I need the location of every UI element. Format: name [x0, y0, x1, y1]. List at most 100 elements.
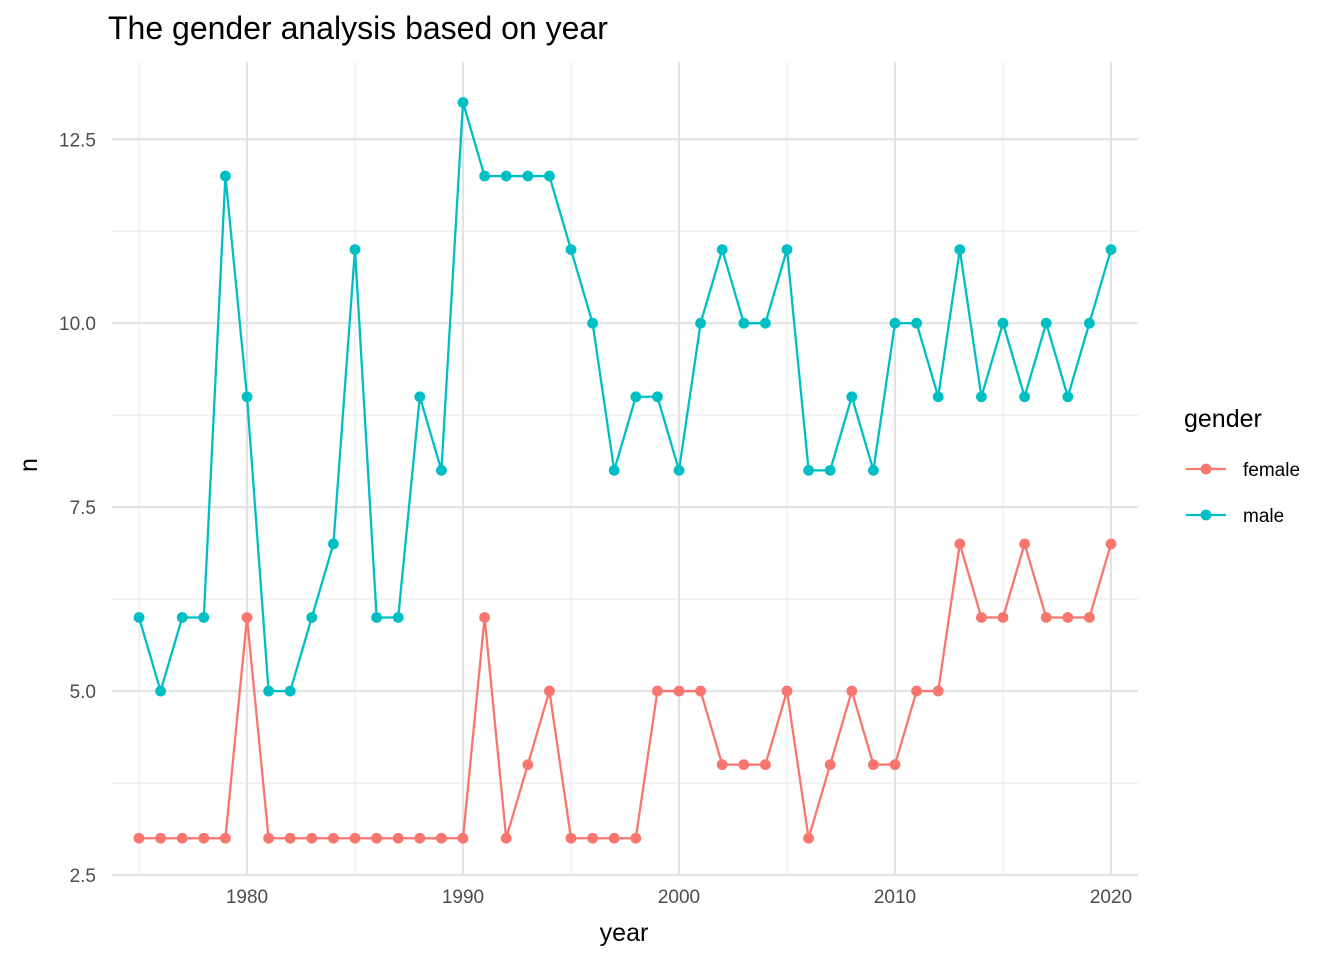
data-point-male [954, 244, 966, 256]
data-point-male [544, 170, 555, 182]
data-point-male [716, 244, 728, 256]
data-point-female [436, 832, 447, 844]
data-point-male [457, 97, 469, 108]
data-point-male [220, 170, 231, 182]
legend-items: female male [1186, 460, 1300, 527]
data-point-female [241, 612, 253, 623]
data-point-male [349, 244, 361, 256]
data-point-female [889, 759, 901, 771]
data-point-male [263, 685, 274, 697]
x-tick-label: 2010 [874, 887, 916, 908]
data-point-male [673, 464, 685, 476]
y-axis-title: n [15, 458, 43, 472]
data-point-female [155, 832, 167, 844]
x-tick-label: 1980 [226, 887, 268, 908]
data-point-female [846, 685, 858, 697]
data-point-male [1084, 317, 1095, 329]
data-point-male [608, 464, 620, 476]
data-point-female [868, 759, 879, 771]
data-point-female [500, 832, 512, 844]
data-point-male [738, 317, 750, 329]
data-point-male [760, 317, 771, 329]
data-point-female [306, 832, 318, 844]
data-point-female [1105, 538, 1117, 550]
data-point-female [997, 612, 1009, 623]
data-point-male [932, 391, 944, 403]
data-point-female [1062, 612, 1074, 623]
data-point-male [781, 244, 793, 256]
data-point-female [565, 832, 577, 844]
series-male [133, 97, 1117, 697]
data-point-female [932, 685, 944, 697]
data-point-male [824, 464, 836, 476]
data-point-male [911, 317, 922, 329]
data-point-male [997, 317, 1009, 329]
data-point-male [306, 612, 318, 623]
series-line-female [139, 542, 1113, 840]
data-point-female [716, 759, 728, 771]
data-point-male [155, 685, 167, 697]
data-point-male [695, 317, 706, 329]
data-point-female [738, 759, 750, 771]
data-point-male [1105, 244, 1117, 256]
data-point-female [457, 832, 469, 844]
data-point-male [176, 612, 188, 623]
data-point-female [263, 832, 274, 844]
data-point-female [133, 832, 145, 844]
chart-title: The gender analysis based on year [108, 10, 608, 46]
legend-item-male: male [1186, 506, 1284, 527]
data-point-male [241, 391, 253, 403]
legend: gender female male [1184, 405, 1300, 527]
data-point-male [868, 464, 879, 476]
data-point-female [608, 832, 620, 844]
grid [112, 62, 1138, 877]
y-tick-label: 5.0 [70, 682, 96, 703]
data-point-male [500, 170, 512, 182]
x-axis-title: year [600, 919, 649, 947]
series-female [133, 538, 1117, 844]
data-point-female [176, 832, 188, 844]
data-point-female [544, 685, 555, 697]
data-point-female [976, 612, 987, 623]
data-point-male [652, 391, 663, 403]
data-point-female [911, 685, 922, 697]
axis-ticks: 1980 1990 2000 2010 2020 2.5 5.0 7.5 10.0 12.5 [59, 130, 1132, 908]
data-point-female [1019, 538, 1030, 550]
x-tick-label: 1990 [442, 887, 484, 908]
data-point-female [803, 832, 814, 844]
series-line-male [137, 101, 1113, 693]
data-point-female [781, 685, 793, 697]
data-point-female [371, 832, 382, 844]
data-point-male [803, 464, 814, 476]
data-point-female [587, 832, 598, 844]
data-point-male [328, 538, 339, 550]
data-point-male [976, 391, 987, 403]
data-point-male [198, 612, 210, 623]
data-point-male [889, 317, 901, 329]
data-point-male [846, 391, 858, 403]
data-point-male [479, 170, 490, 182]
data-point-male [414, 391, 426, 403]
data-point-female [1084, 612, 1095, 623]
data-point-male [133, 612, 145, 623]
data-point-male [1019, 391, 1030, 403]
legend-label: male [1243, 506, 1284, 527]
data-point-female [824, 759, 836, 771]
data-point-female [198, 832, 210, 844]
series-group [133, 97, 1117, 844]
data-point-female [630, 832, 642, 844]
data-point-male [565, 244, 577, 256]
y-tick-label: 7.5 [70, 498, 96, 519]
legend-key-point [1200, 509, 1212, 521]
data-point-female [349, 832, 361, 844]
data-point-female [392, 832, 404, 844]
y-tick-label: 12.5 [59, 130, 96, 151]
data-point-female [522, 759, 534, 771]
data-point-male [587, 317, 598, 329]
x-tick-label: 2000 [658, 887, 700, 908]
data-point-male [284, 685, 296, 697]
y-tick-label: 2.5 [70, 866, 96, 887]
data-point-female [328, 832, 339, 844]
data-point-female [695, 685, 706, 697]
